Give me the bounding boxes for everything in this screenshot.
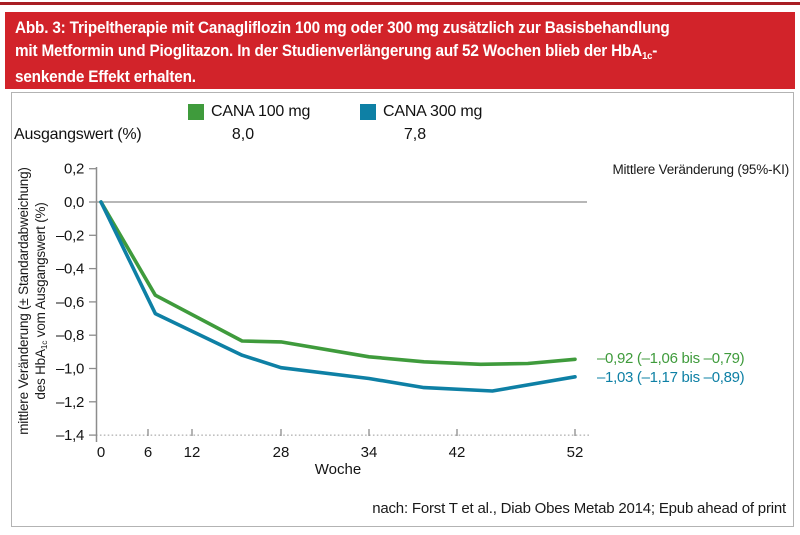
x-tick-label: 12: [184, 444, 201, 461]
y-tick-label: –1,2: [56, 394, 84, 411]
x-axis-label: Woche: [315, 461, 361, 478]
series-line-cana-300-mg: [99, 200, 577, 393]
y-tick-label: –0,4: [56, 261, 84, 278]
x-tick-label: 28: [273, 444, 290, 461]
y-axis-label-line-2: des HbA1c vom Ausgangswert (%): [33, 202, 50, 400]
legend-item-cana-300: CANA 300 mg: [360, 102, 482, 122]
y-axis-label-line-1: mittlere Veränderung (± Standardabweichu…: [16, 167, 31, 435]
x-tick-label: 34: [361, 444, 378, 461]
top-rule: [0, 2, 800, 5]
baseline-value-cana-100: 8,0: [231, 126, 255, 143]
series-line-cana-100-mg: [99, 200, 577, 367]
x-tick-label: 42: [449, 444, 466, 461]
y-tick-label: –1,0: [56, 361, 84, 378]
y-axis-label: mittlere Veränderung (± Standardabweichu…: [15, 151, 51, 451]
y-tick-label: –0,6: [56, 294, 84, 311]
legend-label-cana-100: CANA 100 mg: [211, 103, 311, 120]
legend-label-cana-300: CANA 300 mg: [383, 103, 483, 120]
baseline-row-label: Ausgangswert (%): [14, 126, 142, 143]
figure-title-banner: Abb. 3: Tripeltherapie mit Canagliflozin…: [5, 12, 795, 89]
x-tick-label: 0: [97, 444, 105, 461]
citation-footer: nach: Forst T et al., Diab Obes Metab 20…: [372, 500, 786, 517]
baseline-value-cana-300: 7,8: [403, 126, 427, 143]
x-tick-label: 52: [567, 444, 584, 461]
annotation-cana-300: –1,03 (–1,17 bis –0,89): [597, 369, 745, 386]
y-tick-label: 0,2: [64, 161, 84, 178]
y-tick-label: 0,0: [64, 194, 84, 211]
cana-100-swatch-icon: [188, 104, 204, 120]
y-tick-label: –0,2: [56, 227, 84, 244]
x-tick-label: 6: [144, 444, 152, 461]
mean-change-header: Mittlere Veränderung (95%-KI): [612, 162, 789, 177]
y-tick-label: –0,8: [56, 327, 84, 344]
y-tick-label: –1,4: [56, 427, 84, 444]
banner-line-1: Abb. 3: Tripeltherapie mit Canagliflozin…: [15, 18, 670, 37]
banner-line-3: senkende Effekt erhalten.: [15, 67, 196, 86]
chart-frame: [11, 92, 794, 527]
banner-line-2: mit Metformin und Pioglitazon. In der St…: [15, 41, 658, 62]
annotation-cana-100: –0,92 (–1,06 bis –0,79): [597, 350, 745, 367]
cana-300-swatch-icon: [360, 104, 376, 120]
legend-item-cana-100: CANA 100 mg: [188, 102, 310, 122]
